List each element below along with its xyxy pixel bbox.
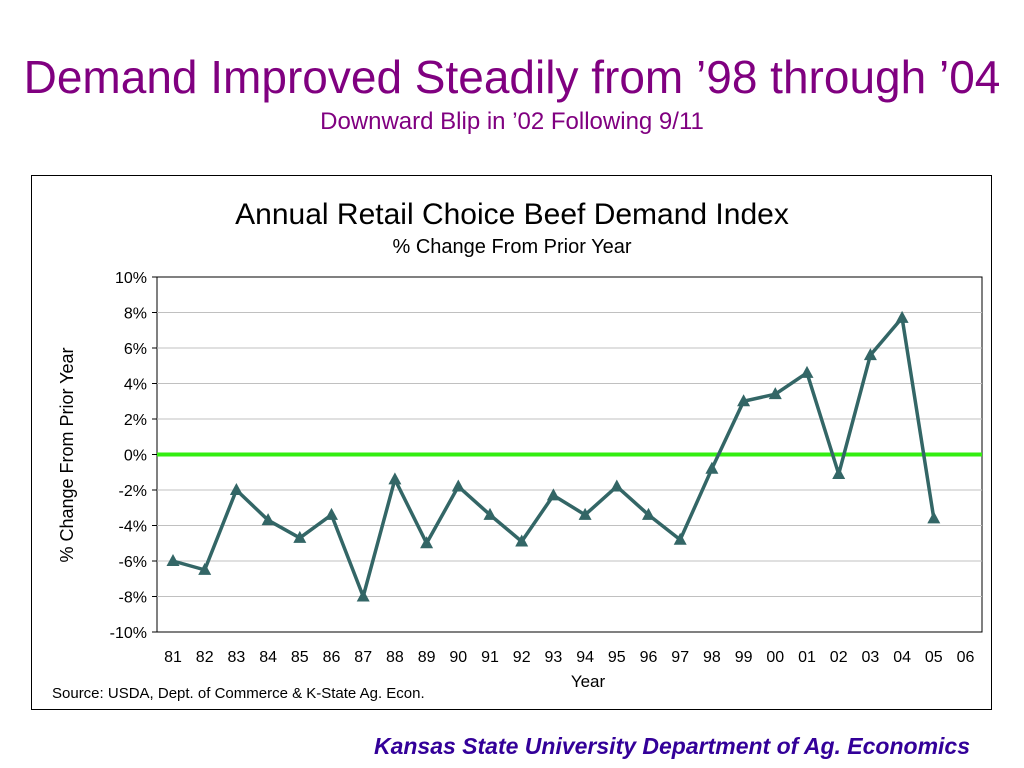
data-point xyxy=(768,387,782,400)
x-tick-label: 03 xyxy=(862,649,880,666)
chart-title: Annual Retail Choice Beef Demand Index xyxy=(235,198,789,231)
x-tick-label: 04 xyxy=(893,649,911,666)
x-tick-label: 87 xyxy=(354,649,372,666)
y-tick-label: 6% xyxy=(124,341,147,358)
data-point xyxy=(927,511,941,524)
data-point xyxy=(420,536,434,549)
source-note: Source: USDA, Dept. of Commerce & K-Stat… xyxy=(52,685,425,702)
y-tick-label: 0% xyxy=(124,448,147,465)
data-point xyxy=(737,394,751,407)
y-tick-label: -4% xyxy=(119,519,147,536)
x-tick-label: 89 xyxy=(418,649,436,666)
data-point xyxy=(673,532,687,545)
data-point xyxy=(578,507,592,520)
chart-frame: Annual Retail Choice Beef Demand Index %… xyxy=(31,175,992,710)
data-point xyxy=(832,467,846,480)
x-tick-label: 84 xyxy=(259,649,277,666)
footer-institution: Kansas State University Department of Ag… xyxy=(373,733,970,759)
x-tick-label: 97 xyxy=(671,649,689,666)
x-tick-label: 86 xyxy=(323,649,341,666)
data-point xyxy=(546,488,560,501)
data-point xyxy=(863,348,877,361)
x-tick-label: 94 xyxy=(576,649,594,666)
y-axis-label: % Change From Prior Year xyxy=(57,347,77,562)
data-point xyxy=(356,589,370,602)
x-tick-label: 81 xyxy=(164,649,182,666)
y-tick-label: -2% xyxy=(119,483,147,500)
data-point xyxy=(293,530,307,543)
x-tick-label: 90 xyxy=(449,649,467,666)
y-tick-label: 4% xyxy=(124,377,147,394)
data-point xyxy=(451,479,465,492)
data-point xyxy=(800,365,814,378)
x-tick-label: 96 xyxy=(640,649,658,666)
x-tick-label: 88 xyxy=(386,649,404,666)
data-point xyxy=(895,310,909,323)
slide-title: Demand Improved Steadily from ’98 throug… xyxy=(23,51,1001,103)
y-tick-label: -10% xyxy=(110,625,147,642)
y-tick-label: 2% xyxy=(124,412,147,429)
x-tick-labels: 81 82 83 84 85 86 87 88 89 90 91 92 93 94 95 96 97 98 99 00… xyxy=(164,649,974,666)
x-tick-label: 85 xyxy=(291,649,309,666)
x-tick-label: 82 xyxy=(196,649,214,666)
data-point xyxy=(198,562,212,575)
x-tick-label: 93 xyxy=(545,649,563,666)
y-tick-label: 8% xyxy=(124,306,147,323)
y-tick-label: 10% xyxy=(115,270,147,287)
x-tick-label: 92 xyxy=(513,649,531,666)
data-point xyxy=(229,483,243,495)
data-point xyxy=(261,513,275,526)
x-tick-label: 06 xyxy=(957,649,975,666)
x-tick-label: 98 xyxy=(703,649,721,666)
data-point xyxy=(515,534,529,547)
chart-subtitle: % Change From Prior Year xyxy=(392,236,631,258)
chart-svg: Annual Retail Choice Beef Demand Index %… xyxy=(52,198,983,702)
slide-subtitle: Downward Blip in ’02 Following 9/11 xyxy=(320,108,704,135)
data-point xyxy=(166,554,180,566)
y-tick-label: -8% xyxy=(119,590,147,607)
x-tick-label: 00 xyxy=(766,649,784,666)
x-tick-label: 02 xyxy=(830,649,848,666)
data-point xyxy=(388,472,402,485)
x-tick-label: 99 xyxy=(735,649,753,666)
x-tick-label: 05 xyxy=(925,649,943,666)
data-point xyxy=(325,507,338,520)
data-point xyxy=(483,507,497,520)
data-point xyxy=(610,479,624,492)
x-tick-label: 95 xyxy=(608,649,626,666)
x-tick-label: 01 xyxy=(798,649,816,666)
x-axis-label: Year xyxy=(571,672,606,691)
x-tick-label: 91 xyxy=(481,649,499,666)
y-tick-labels: 10% 8% 6% 4% 2% 0% -2% -4% -6% -8% -10% xyxy=(110,270,147,642)
x-tick-label: 83 xyxy=(228,649,246,666)
series-layer xyxy=(157,310,982,602)
data-point xyxy=(705,461,719,474)
y-tick-label: -6% xyxy=(119,554,147,571)
data-point xyxy=(642,507,655,520)
